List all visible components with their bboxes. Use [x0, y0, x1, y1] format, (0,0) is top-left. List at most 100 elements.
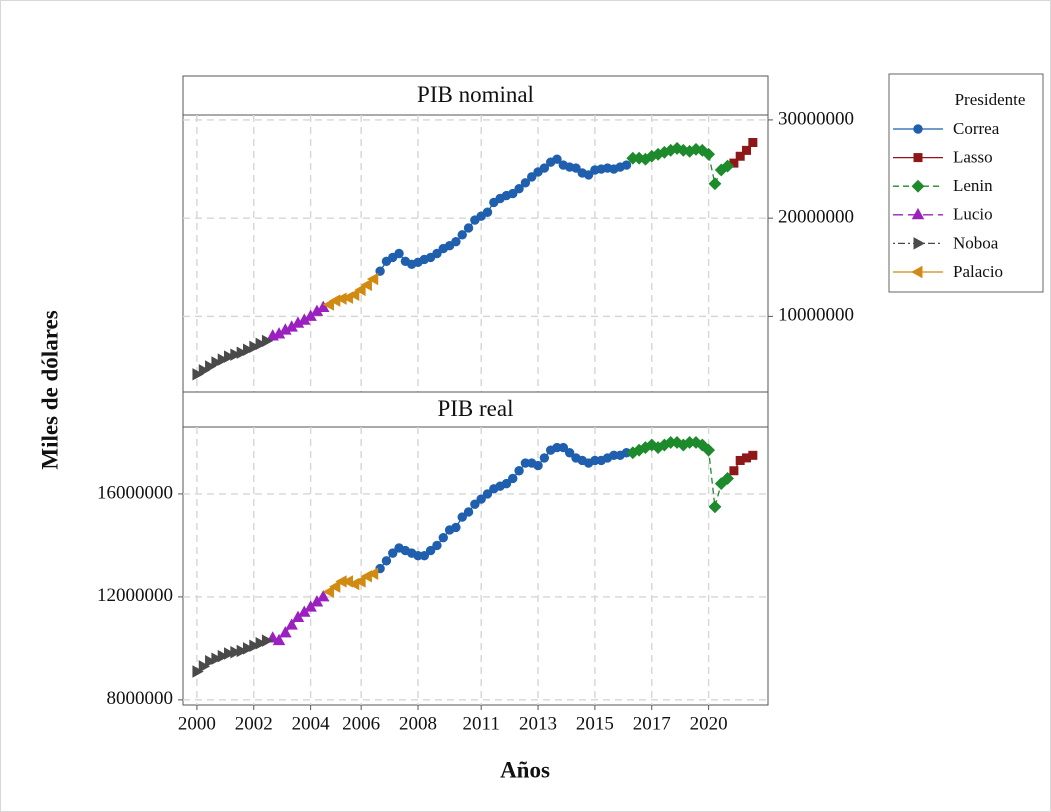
point	[708, 177, 722, 191]
point	[366, 272, 379, 286]
y-tick-label: 20000000	[778, 206, 854, 227]
point	[317, 590, 330, 602]
point	[425, 545, 436, 556]
x-tick-label: 2002	[235, 713, 273, 734]
point	[192, 665, 204, 678]
panel-strip	[182, 75, 769, 116]
point	[230, 348, 242, 361]
panel-title: PIB real	[437, 396, 513, 421]
point	[482, 207, 493, 217]
y-tick-label: 12000000	[97, 585, 173, 606]
point	[211, 356, 223, 369]
x-tick-label: 2004	[292, 713, 331, 734]
x-tick-label: 2015	[576, 713, 614, 734]
point	[388, 548, 398, 558]
point	[249, 639, 261, 653]
point	[708, 500, 722, 514]
point	[463, 507, 474, 517]
point	[242, 642, 255, 655]
x-tick-label: 2000	[178, 713, 216, 734]
point	[508, 473, 518, 484]
point	[527, 172, 537, 182]
point	[322, 585, 335, 598]
point	[198, 364, 211, 377]
point	[217, 353, 230, 366]
point	[583, 170, 594, 180]
series-line	[632, 147, 728, 186]
point	[224, 647, 236, 660]
point	[539, 453, 550, 463]
legend-label: Palacio	[953, 262, 1003, 281]
point	[205, 655, 217, 668]
point	[249, 340, 261, 354]
panel-title: PIB nominal	[417, 82, 534, 107]
point	[432, 540, 442, 551]
point	[279, 626, 292, 638]
point	[451, 522, 461, 533]
point	[558, 442, 569, 453]
point	[224, 350, 236, 363]
point	[366, 567, 379, 580]
point	[205, 360, 217, 373]
y-tick-label: 10000000	[778, 305, 854, 326]
point	[520, 178, 531, 188]
point	[533, 460, 543, 471]
point	[571, 163, 581, 173]
x-tick-label: 2020	[690, 713, 728, 734]
point	[242, 343, 255, 356]
x-tick-label: 2017	[633, 713, 671, 734]
panel-strip	[182, 391, 769, 428]
point	[621, 160, 632, 170]
point	[211, 652, 223, 665]
point	[432, 248, 442, 259]
legend-box	[888, 73, 1044, 293]
point	[508, 188, 518, 199]
point	[748, 450, 758, 460]
point	[419, 551, 430, 561]
point	[721, 159, 734, 173]
point	[394, 248, 404, 259]
legend-marker	[911, 265, 923, 279]
point	[514, 466, 524, 476]
point	[748, 138, 758, 148]
x-axis-label: Años	[500, 757, 550, 782]
point	[702, 443, 716, 457]
point	[735, 151, 745, 161]
plot-area	[182, 114, 769, 393]
y-tick-label: 8000000	[107, 688, 174, 709]
point	[261, 634, 274, 647]
y-axis-label: Miles de dólares	[37, 310, 62, 469]
point	[552, 154, 562, 164]
legend-label: Lucio	[953, 205, 993, 224]
point	[192, 368, 204, 381]
point	[451, 237, 461, 247]
y-tick-label: 30000000	[778, 108, 854, 129]
point	[198, 660, 211, 673]
legend-marker	[913, 124, 923, 134]
point	[501, 478, 512, 489]
point	[255, 636, 267, 650]
point	[285, 618, 298, 630]
legend-marker	[911, 179, 925, 193]
point	[457, 230, 467, 240]
point	[742, 145, 752, 155]
x-tick-label: 2011	[463, 713, 500, 734]
point	[470, 499, 480, 509]
point	[438, 532, 448, 543]
point	[255, 337, 267, 351]
point	[360, 278, 372, 292]
point	[729, 466, 739, 476]
legend-label: Correa	[953, 119, 1000, 138]
point	[457, 512, 467, 522]
legend-marker	[913, 237, 925, 250]
point	[317, 300, 330, 312]
x-tick-label: 2008	[399, 713, 437, 734]
point	[721, 472, 734, 485]
point	[514, 183, 524, 194]
point	[354, 283, 366, 297]
legend-title: Presidente	[955, 90, 1026, 109]
point	[217, 649, 230, 663]
point	[702, 147, 716, 161]
point	[482, 489, 493, 499]
